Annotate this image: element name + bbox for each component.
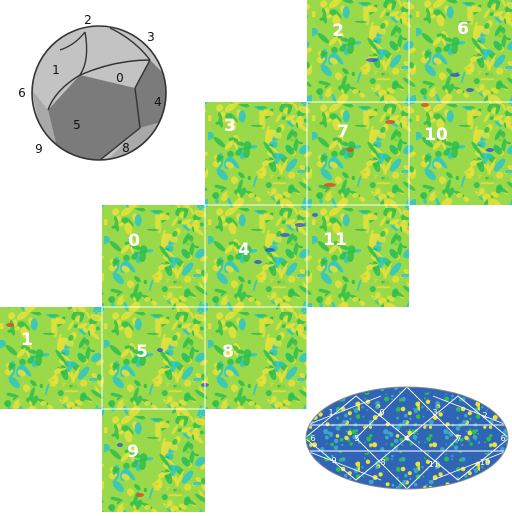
map-accents xyxy=(6,58,494,497)
net-label-8: 8 xyxy=(222,342,234,362)
sphere-face-8 xyxy=(105,120,166,160)
sphere-label-3: 3 xyxy=(147,30,155,44)
moll-label-9: 9 xyxy=(331,456,336,465)
net-face-7 xyxy=(307,102,409,205)
moll-label-10: 10 xyxy=(480,458,490,467)
sphere-label-2: 2 xyxy=(84,13,92,27)
net-face-5 xyxy=(102,307,205,409)
net-label-11: 11 xyxy=(323,230,347,250)
sphere-label-8: 8 xyxy=(122,141,130,155)
net-face-10 xyxy=(409,102,512,205)
net-face-4 xyxy=(205,205,307,307)
net-label-5: 5 xyxy=(136,342,148,362)
sphere-label-0: 0 xyxy=(116,71,124,85)
sphere-outline xyxy=(31,25,167,161)
healpix-sphere: 0 1 2 3 4 5 6 8 9 xyxy=(18,13,167,161)
moll-label-8: 8 xyxy=(380,458,385,467)
net-face-2 xyxy=(307,0,409,102)
net-label-6: 6 xyxy=(457,19,469,39)
moll-label-6-left: 6 xyxy=(310,434,315,443)
mollweide-outline xyxy=(305,386,509,490)
net-label-7: 7 xyxy=(337,122,349,142)
sphere-face-5 xyxy=(48,75,140,160)
net-grid-lines xyxy=(101,0,512,410)
sphere-label-6: 6 xyxy=(18,86,26,100)
moll-label-2: 2 xyxy=(482,411,487,420)
sphere-label-5: 5 xyxy=(73,118,81,132)
net-label-2: 2 xyxy=(332,21,344,41)
net-face-11 xyxy=(307,205,409,307)
net-face-1 xyxy=(0,307,102,409)
moll-label-7: 7 xyxy=(456,434,461,443)
sphere-face-4 xyxy=(135,60,166,128)
net-label-3: 3 xyxy=(224,116,236,136)
net-face-9 xyxy=(102,409,205,512)
net-label-0: 0 xyxy=(128,231,140,251)
moll-label-6-right: 6 xyxy=(500,434,505,443)
moll-label-3: 3 xyxy=(432,408,437,417)
net-label-10: 10 xyxy=(424,125,448,145)
moll-label-11: 11 xyxy=(429,460,439,469)
net-face-8 xyxy=(205,307,307,409)
sphere-label-1: 1 xyxy=(52,63,60,77)
moll-label-0: 0 xyxy=(379,408,384,417)
net-face-3 xyxy=(205,102,307,205)
sphere-label-9: 9 xyxy=(35,142,43,156)
moll-label-4: 4 xyxy=(404,434,409,443)
net-label-4: 4 xyxy=(238,240,250,260)
mollweide-grid xyxy=(306,387,508,489)
net-face-0 xyxy=(102,205,205,307)
net-label-9: 9 xyxy=(127,442,139,462)
sphere-label-4: 4 xyxy=(154,95,162,109)
net-label-1: 1 xyxy=(21,330,33,350)
mollweide-map: 0 1 2 3 4 5 6 6 7 8 9 10 11 xyxy=(305,386,509,490)
net-face-6 xyxy=(409,0,512,102)
moll-label-5: 5 xyxy=(354,434,359,443)
moll-label-1: 1 xyxy=(328,408,333,417)
